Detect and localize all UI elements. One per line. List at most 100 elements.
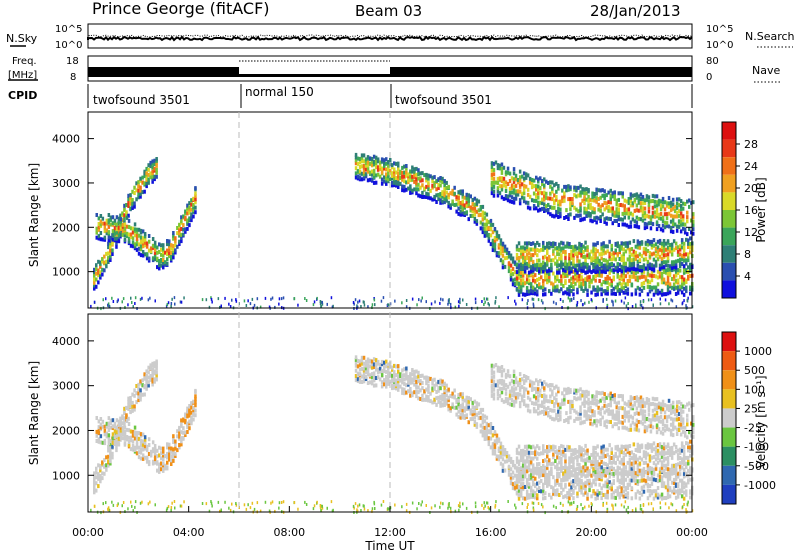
velocity-cell (507, 369, 510, 373)
power-cell (631, 292, 634, 296)
velocity-cell (584, 444, 587, 448)
power-cell (421, 178, 424, 182)
power-cell (612, 301, 614, 304)
power-cell (639, 258, 642, 262)
velocity-cell (174, 452, 177, 456)
power-cell (651, 298, 653, 301)
velocity-cell (493, 380, 496, 384)
power-cell (583, 201, 586, 205)
power-cell (513, 167, 516, 171)
power-cell (397, 162, 400, 166)
power-cell (553, 206, 556, 210)
velocity-cell (631, 496, 634, 500)
power-cell (624, 204, 627, 208)
power-cell (672, 230, 675, 234)
velocity-cell (560, 457, 563, 461)
power-cell (644, 207, 647, 211)
power-cell (120, 217, 123, 221)
nave-tick-bottom: 0 (706, 72, 712, 83)
power-cell (194, 210, 197, 214)
velocity-cell (639, 462, 642, 466)
power-cell (595, 192, 598, 196)
power-cell (559, 208, 562, 212)
velocity-cell (397, 364, 400, 368)
power-cell (111, 252, 114, 256)
velocity-cell (95, 467, 98, 471)
power-cell (665, 298, 667, 301)
power-cell (641, 254, 644, 258)
velocity-cell (162, 447, 165, 451)
power-cell (523, 191, 526, 195)
power-cell (612, 304, 614, 307)
power-cell (596, 292, 599, 296)
power-cell (656, 220, 659, 224)
power-cell (540, 275, 543, 279)
velocity-cell (105, 468, 108, 472)
velocity-cell (101, 476, 104, 480)
power-cell (685, 286, 688, 290)
velocity-cell (494, 430, 497, 434)
velocity-cell (503, 380, 506, 384)
power-cell (503, 166, 506, 170)
power-cell (278, 303, 280, 306)
velocity-cell (677, 495, 680, 499)
velocity-cell (611, 451, 614, 455)
velocity-cell (102, 420, 105, 424)
power-cell (571, 298, 573, 301)
power-cell (555, 302, 557, 305)
power-cell (141, 297, 143, 300)
power-cell (627, 288, 630, 292)
power-cell (372, 303, 374, 306)
power-cell (571, 201, 574, 205)
velocity-cell (513, 370, 516, 374)
velocity-cell (174, 440, 177, 444)
velocity-cell (462, 402, 465, 406)
velocity-cell (515, 376, 518, 380)
power-cell (545, 192, 548, 196)
velocity-cell (544, 496, 547, 500)
velocity-cell (490, 422, 493, 426)
frequency-bars (88, 61, 692, 77)
power-cell (544, 292, 547, 296)
velocity-cell (131, 401, 134, 405)
power-cell (453, 186, 456, 190)
date-title: 28/Jan/2013 (590, 2, 681, 20)
power-cell (670, 298, 672, 301)
power-cell (174, 236, 177, 240)
velocity-cell (615, 452, 618, 456)
power-cell (543, 184, 546, 188)
power-cell (612, 206, 615, 210)
power-cell (666, 216, 669, 220)
velocity-cell (194, 409, 197, 413)
velocity-cell (453, 389, 456, 393)
power-cell (247, 299, 249, 302)
power-cell (493, 177, 496, 181)
power-cell (154, 241, 157, 245)
velocity-cell (486, 416, 489, 420)
power-cell (466, 303, 468, 306)
velocity-cell (651, 467, 654, 471)
power-cell (486, 213, 489, 217)
power-cell (103, 268, 106, 272)
power-cell (416, 303, 418, 306)
power-cell (111, 297, 113, 300)
power-cell (117, 300, 119, 303)
power-cell (600, 262, 603, 266)
power-cell (512, 257, 515, 261)
power-cell (606, 292, 609, 296)
power-cell (381, 300, 383, 303)
power-cell (586, 289, 589, 293)
velocity-cell (172, 434, 175, 438)
velocity-cell (451, 402, 454, 406)
power-cell (194, 186, 197, 190)
velocity-cell (476, 422, 479, 426)
power-cell (664, 207, 667, 211)
power-cell (629, 241, 632, 245)
power-cell (155, 299, 157, 302)
power-cell (606, 286, 609, 290)
power-cell (192, 215, 195, 219)
velocity-cell (133, 404, 136, 408)
velocity-cell (493, 375, 496, 379)
velocity-cell (615, 461, 618, 465)
power-cell (606, 298, 608, 301)
